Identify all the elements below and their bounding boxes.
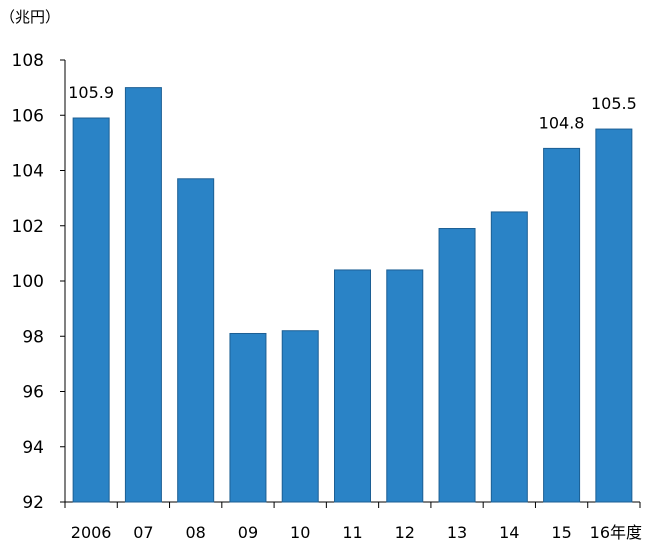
- bar-11: [334, 269, 371, 503]
- bar-09: [229, 332, 267, 503]
- bar-10: [281, 330, 319, 503]
- bar-07: [124, 87, 162, 503]
- x-category-label: 14: [499, 523, 519, 541]
- y-axis-unit-label: （兆円）: [0, 8, 60, 26]
- data-label: 105.9: [68, 83, 114, 102]
- x-category-label: 13: [447, 523, 467, 541]
- bar-16年度: [595, 128, 633, 503]
- bar-15: [543, 147, 581, 503]
- x-category-label: 08: [186, 523, 206, 541]
- y-tick-labels: 92 94 96 98 100 102 104 106 108: [12, 51, 44, 513]
- data-labels: 105.9 104.8 105.5: [68, 83, 637, 132]
- y-tick-label: 100: [12, 272, 44, 292]
- y-tick-label: 92: [22, 493, 44, 513]
- y-tick-label: 96: [22, 383, 44, 403]
- x-category-label: 16年度: [590, 523, 642, 541]
- y-tick-label: 98: [22, 327, 44, 347]
- x-category-label: 10: [290, 523, 310, 541]
- data-label: 105.5: [591, 94, 637, 113]
- x-category-label: 09: [238, 523, 258, 541]
- bars: [72, 87, 633, 503]
- x-category-label: 12: [395, 523, 415, 541]
- x-category-label: 11: [342, 523, 362, 541]
- y-tick-label: 104: [12, 162, 44, 182]
- bar-2006: [72, 117, 110, 503]
- x-category-label: 07: [133, 523, 153, 541]
- data-label: 104.8: [539, 113, 585, 132]
- y-tick-label: 102: [12, 217, 44, 237]
- bar-14: [490, 211, 528, 503]
- y-tick-label: 108: [12, 51, 44, 71]
- bar-13: [438, 228, 476, 503]
- category-labels: 2006 07 08 09 10 11 12 13 14 15 16年度: [71, 523, 642, 541]
- x-category-label: 2006: [71, 523, 112, 541]
- bar-12: [386, 269, 424, 503]
- x-category-label: 15: [551, 523, 571, 541]
- y-tick-label: 106: [12, 106, 44, 126]
- y-tick-label: 94: [22, 438, 44, 458]
- bar-08: [177, 178, 215, 503]
